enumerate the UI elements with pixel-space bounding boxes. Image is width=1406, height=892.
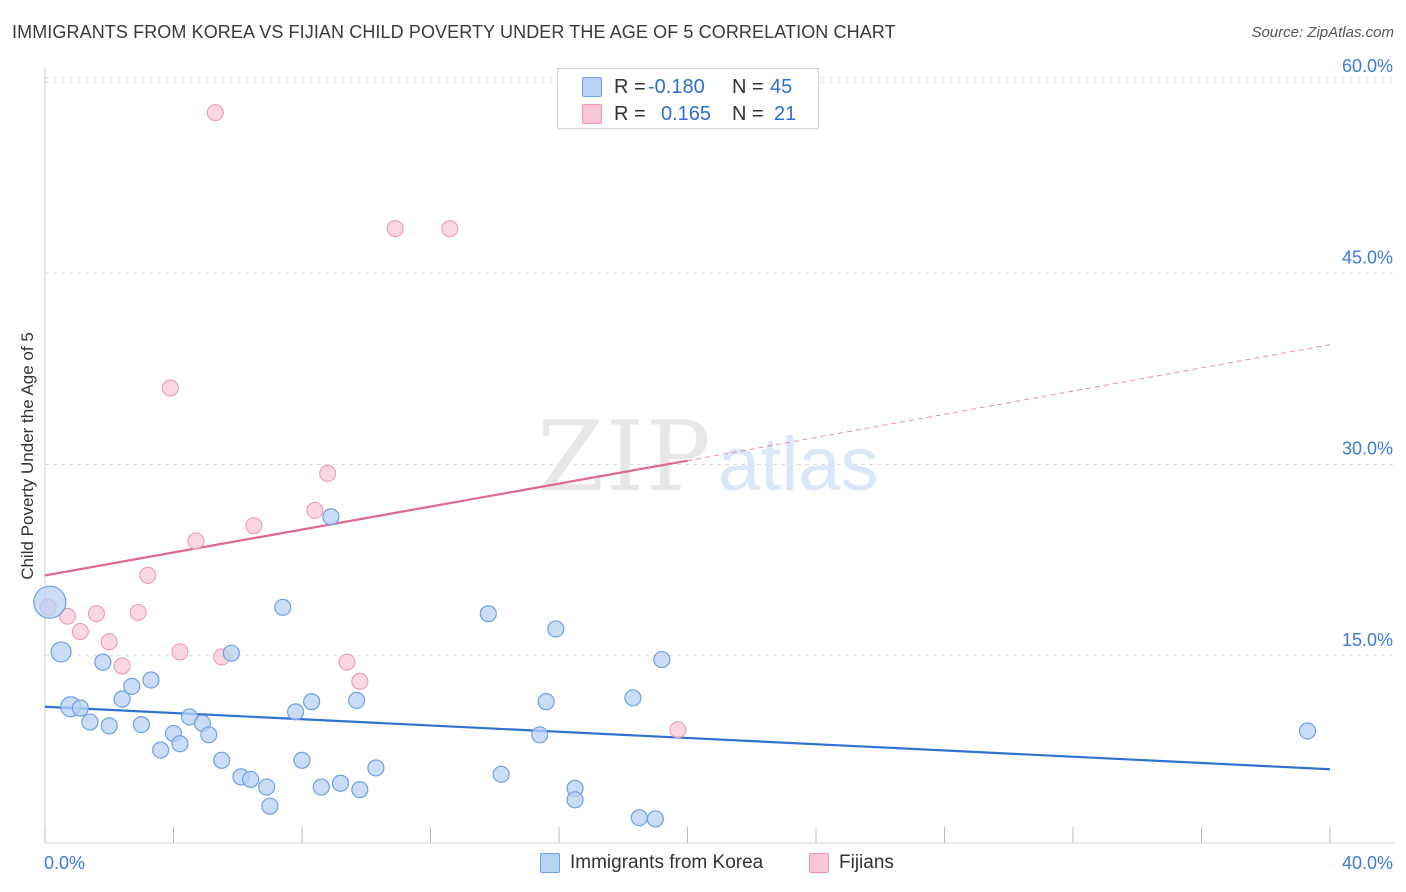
fijians-point <box>441 220 459 238</box>
korea-r-label: R = <box>614 75 646 98</box>
watermark-atlas: atlas <box>718 422 879 507</box>
korea-point <box>100 717 118 735</box>
legend-fijians-swatch <box>809 853 829 873</box>
korea-point <box>242 770 260 789</box>
korea-point <box>200 726 218 744</box>
fijians-point <box>319 464 337 482</box>
fijians-point <box>386 220 404 238</box>
korea-point <box>331 774 350 792</box>
korea-point <box>646 810 664 828</box>
fijians-point <box>245 517 263 535</box>
trend-lines <box>44 344 1331 771</box>
korea-r-value: -0.180 <box>648 75 705 98</box>
fijians-point <box>338 653 356 671</box>
fijians-point <box>139 566 157 584</box>
fijians-point <box>161 379 179 397</box>
korea-point <box>479 605 497 623</box>
korea-n-value: 45 <box>770 75 793 98</box>
fijians-point <box>669 721 687 739</box>
korea-point <box>113 690 131 708</box>
korea-trend-line <box>44 705 1331 771</box>
stats-legend: R = -0.180 N = 45 R = 0.165 N = 21 <box>557 68 819 129</box>
korea-point <box>261 797 279 815</box>
fijians-point <box>129 603 147 621</box>
source-credit: Source: ZipAtlas.com <box>1251 24 1394 41</box>
korea-point <box>367 759 385 777</box>
grid-lines <box>45 77 1395 657</box>
korea-point <box>213 751 231 769</box>
korea-point <box>547 620 565 638</box>
fijians-point <box>306 501 324 519</box>
y-tick-label: 30.0% <box>1342 439 1393 459</box>
korea-point <box>312 778 330 796</box>
korea-point <box>322 508 340 526</box>
watermark-zip: ZIP <box>537 401 712 513</box>
korea-point <box>132 715 150 734</box>
korea-point <box>566 791 584 809</box>
korea-point <box>71 699 89 717</box>
y-axis-label: Child Poverty Under the Age of 5 <box>18 332 37 580</box>
fijians-point <box>58 607 76 625</box>
korea-point <box>123 677 141 695</box>
korea-point <box>81 713 99 731</box>
legend-item-fijians[interactable]: Fijians <box>809 852 894 874</box>
korea-point <box>531 726 549 744</box>
fijians-point <box>187 532 205 550</box>
y-tick-label: 60.0% <box>1342 56 1393 76</box>
axes <box>44 68 1395 844</box>
fijians-r-value: 0.165 <box>661 102 712 125</box>
legend-item-korea[interactable]: Immigrants from Korea <box>540 852 763 874</box>
korea-point <box>630 809 648 827</box>
fijians-point <box>71 623 89 641</box>
korea-point <box>303 693 321 711</box>
korea-point <box>351 781 369 799</box>
korea-point <box>1298 722 1317 740</box>
fijians-point <box>100 633 118 651</box>
fijians-trend-extension <box>687 344 1331 462</box>
x-tick-label-min: 0.0% <box>44 853 85 873</box>
fijians-r-label: R = <box>614 102 646 125</box>
fijians-n-value: 21 <box>774 102 797 125</box>
korea-n-label: N = <box>732 75 764 98</box>
legend-korea-swatch <box>540 853 560 873</box>
korea-swatch <box>582 77 602 97</box>
korea-point <box>274 598 292 616</box>
fijians-n-label: N = <box>732 102 764 125</box>
korea-point <box>624 689 642 707</box>
y-tick-label: 45.0% <box>1342 247 1393 267</box>
korea-point <box>348 691 366 709</box>
korea-point <box>94 653 112 671</box>
fijians-swatch <box>582 104 602 124</box>
korea-point <box>33 585 67 619</box>
legend-korea-label: Immigrants from Korea <box>570 852 764 873</box>
watermark: ZIP atlas <box>537 401 878 513</box>
chart-title: IMMIGRANTS FROM KOREA VS FIJIAN CHILD PO… <box>12 22 896 42</box>
fijians-point <box>171 643 189 661</box>
fijians-point <box>206 104 224 122</box>
tick-labels: 15.0% 30.0% 45.0% 60.0% 0.0% 40.0% <box>44 56 1393 873</box>
korea-point <box>293 751 311 769</box>
korea-point <box>492 765 510 783</box>
korea-point <box>152 741 170 759</box>
korea-point <box>537 693 555 711</box>
fijians-trend-line <box>44 459 688 577</box>
korea-point <box>653 650 671 669</box>
korea-point <box>222 644 240 662</box>
korea-point <box>142 671 160 689</box>
y-tick-label: 15.0% <box>1342 630 1393 650</box>
fijians-point <box>87 605 105 623</box>
legend-fijians-label: Fijians <box>839 852 894 873</box>
fijians-point <box>113 657 131 675</box>
korea-point <box>258 778 276 796</box>
x-tick-label-max: 40.0% <box>1342 853 1393 873</box>
fijians-point <box>351 672 369 690</box>
data-points <box>33 104 1317 828</box>
korea-point <box>50 641 72 663</box>
korea-point <box>286 703 305 721</box>
korea-point <box>171 735 189 753</box>
